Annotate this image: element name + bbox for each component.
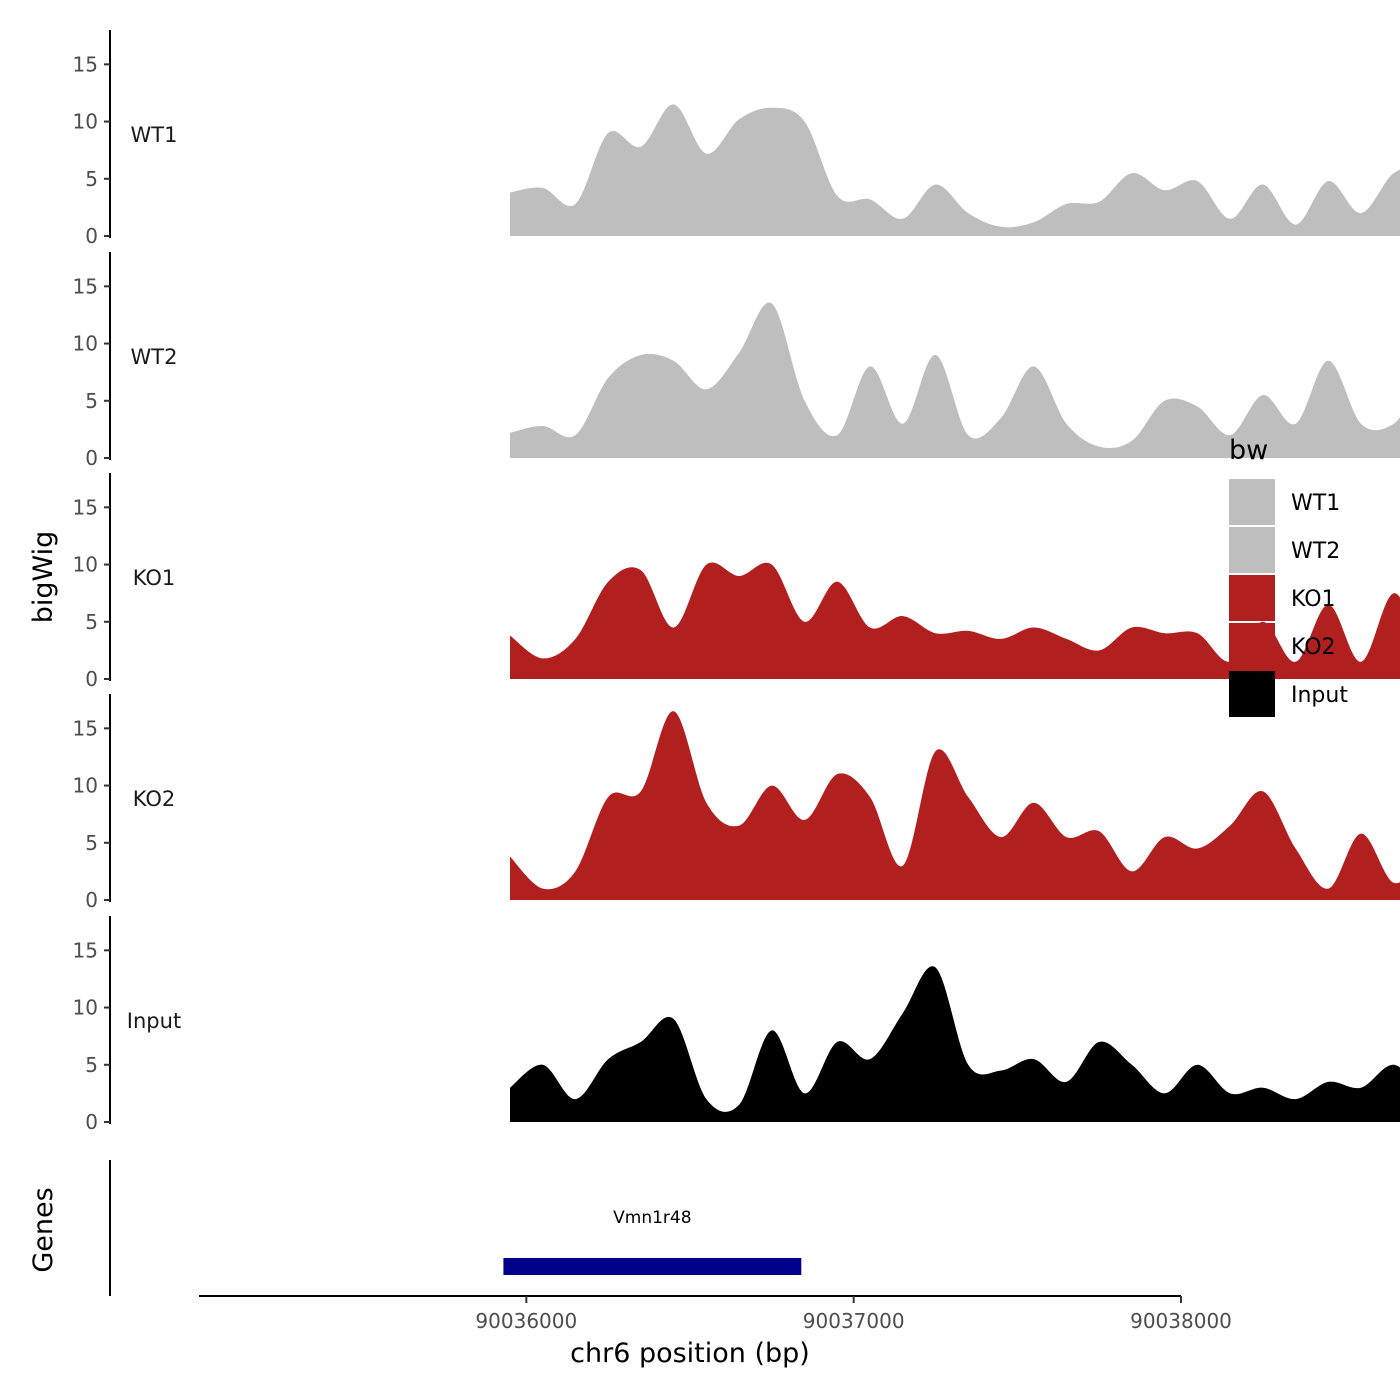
legend-label-ko2: KO2 bbox=[1291, 635, 1336, 660]
legend-key-ko2 bbox=[1229, 623, 1275, 669]
track-wt2: 0 5 10 15 WT2 bbox=[73, 252, 1400, 470]
area-wt2 bbox=[510, 302, 1400, 458]
legend-key-wt2 bbox=[1229, 527, 1275, 573]
track-label-ko2: KO2 bbox=[133, 787, 176, 811]
y-tick-label-ko2-10: 10 bbox=[73, 774, 98, 798]
y-tick-label-wt1-5: 5 bbox=[85, 167, 98, 191]
legend-label-ko1: KO1 bbox=[1291, 587, 1336, 612]
legend-entries: WT1 WT2 KO1 KO2 Input bbox=[1229, 479, 1348, 717]
legend-label-input: Input bbox=[1291, 683, 1348, 708]
coverage-tracks: 0 5 10 15 WT1 0 5 10 15 WT2 0 5 10 15 KO1 0 5 10 15 KO2 0 5 10… bbox=[73, 30, 1400, 1134]
area-wt1 bbox=[510, 104, 1400, 236]
track-ko2: 0 5 10 15 KO2 bbox=[73, 694, 1400, 912]
track-wt1: 0 5 10 15 WT1 bbox=[73, 30, 1400, 248]
track-label-ko1: KO1 bbox=[133, 566, 176, 590]
gene-label-vmn1r48: Vmn1r48 bbox=[613, 1208, 691, 1228]
y-tick-label-wt1-15: 15 bbox=[73, 52, 98, 76]
legend-label-wt2: WT2 bbox=[1291, 539, 1340, 564]
x-tick-label-90036000: 90036000 bbox=[475, 1309, 577, 1333]
track-ko1: 0 5 10 15 KO1 bbox=[73, 473, 1400, 691]
x-tick-label-90037000: 90037000 bbox=[803, 1309, 905, 1333]
legend-key-wt1 bbox=[1229, 479, 1275, 525]
area-ko1 bbox=[510, 562, 1400, 679]
gene-vmn1r48 bbox=[503, 1258, 802, 1275]
y-tick-label-wt1-0: 0 bbox=[85, 224, 98, 248]
legend-title: bw bbox=[1229, 435, 1268, 466]
track-label-input: Input bbox=[127, 1009, 181, 1033]
y-tick-label-ko2-15: 15 bbox=[73, 716, 98, 740]
x-axis: 90036000 90037000 90038000 chr6 position (… bbox=[199, 1295, 1232, 1369]
x-tick-label-90038000: 90038000 bbox=[1130, 1309, 1232, 1333]
y-tick-label-wt2-15: 15 bbox=[73, 274, 98, 298]
y-tick-label-ko1-0: 0 bbox=[85, 667, 98, 691]
x-axis-title: chr6 position (bp) bbox=[570, 1338, 810, 1369]
y-tick-label-wt2-0: 0 bbox=[85, 446, 98, 470]
legend-key-input bbox=[1229, 671, 1275, 717]
genes-panel: Genes Vmn1r48 bbox=[28, 1160, 802, 1296]
genes-axis-title: Genes bbox=[28, 1187, 59, 1272]
x-ticks: 90036000 90037000 90038000 bbox=[475, 1296, 1232, 1333]
track-label-wt1: WT1 bbox=[131, 123, 178, 147]
y-tick-label-input-0: 0 bbox=[85, 1110, 98, 1134]
y-tick-label-ko1-5: 5 bbox=[85, 610, 98, 634]
y-tick-label-input-15: 15 bbox=[73, 938, 98, 962]
gene-marks: Vmn1r48 bbox=[503, 1208, 802, 1275]
y-tick-label-wt2-5: 5 bbox=[85, 389, 98, 413]
y-tick-label-ko1-10: 10 bbox=[73, 553, 98, 577]
legend-label-wt1: WT1 bbox=[1291, 491, 1340, 516]
track-label-wt2: WT2 bbox=[131, 345, 178, 369]
track-input: 0 5 10 15 Input bbox=[73, 916, 1400, 1134]
area-ko2 bbox=[510, 711, 1400, 900]
y-tick-label-wt2-10: 10 bbox=[73, 332, 98, 356]
y-tick-label-ko2-5: 5 bbox=[85, 831, 98, 855]
y-tick-label-ko1-15: 15 bbox=[73, 495, 98, 519]
legend-key-ko1 bbox=[1229, 575, 1275, 621]
y-axis-title: bigWig bbox=[28, 531, 59, 624]
y-tick-label-ko2-0: 0 bbox=[85, 888, 98, 912]
y-tick-label-wt1-10: 10 bbox=[73, 110, 98, 134]
area-input bbox=[510, 966, 1400, 1122]
y-tick-label-input-5: 5 bbox=[85, 1053, 98, 1077]
y-tick-label-input-10: 10 bbox=[73, 996, 98, 1020]
legend: bw WT1 WT2 KO1 KO2 Input bbox=[1229, 435, 1348, 717]
